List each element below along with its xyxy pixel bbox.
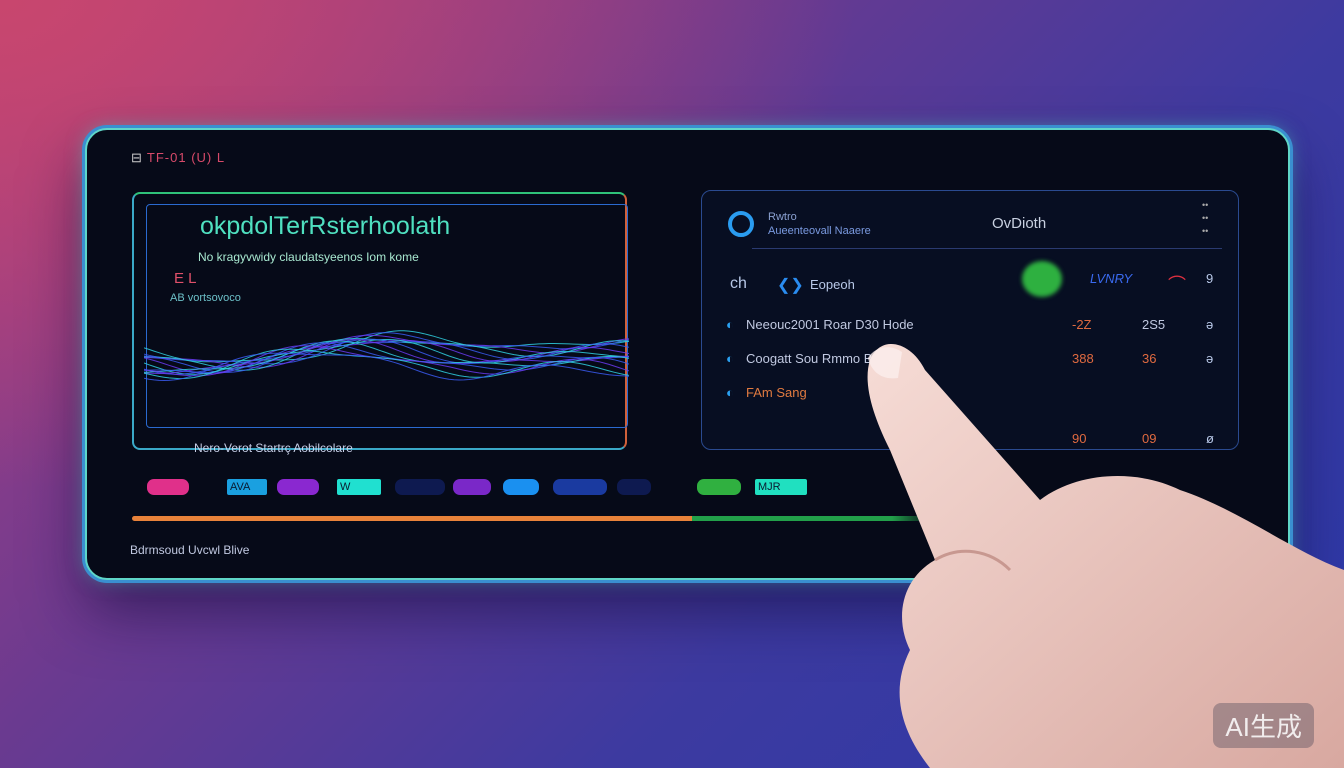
row-icon: ◐ bbox=[726, 351, 734, 366]
green-orb-icon bbox=[1022, 261, 1062, 297]
filter-chip[interactable]: AVA bbox=[227, 479, 267, 495]
waveform-visual bbox=[144, 330, 629, 382]
menu-dots-icon[interactable]: •• •• •• bbox=[1202, 200, 1209, 236]
watermark: AI生成 bbox=[1213, 703, 1314, 748]
divider bbox=[752, 248, 1222, 249]
row-icon: ◐ bbox=[726, 385, 734, 400]
chip-label: AVA bbox=[230, 481, 251, 493]
panel-subtitle: No kragyvwidy claudatsyeenos Iom kome bbox=[198, 250, 419, 264]
row-end: 9 bbox=[1206, 271, 1214, 286]
app-logo-icon: ⊟ bbox=[131, 150, 143, 165]
data-list-panel: Rwtro Aueenteovall Naaere OvDioth •• •• ••… bbox=[701, 190, 1239, 450]
progress-bar[interactable] bbox=[132, 516, 932, 521]
row-action-icon[interactable]: ø bbox=[1206, 431, 1214, 446]
row-value: 36 bbox=[1142, 351, 1157, 366]
row-label: ch bbox=[730, 275, 747, 292]
header-title: Rwtro bbox=[768, 211, 797, 223]
row-name[interactable]: Eopeoh bbox=[810, 277, 855, 292]
gauge-icon: ⌒ bbox=[1168, 275, 1186, 295]
wave-line bbox=[144, 339, 629, 375]
panel-title: okpdolTerRsterhoolath bbox=[200, 212, 451, 240]
hand-image bbox=[867, 343, 1344, 768]
row-value: -2Z bbox=[1072, 317, 1092, 332]
wave-line bbox=[144, 352, 629, 382]
table-row[interactable]: ◐ Coogatt Sou Rmmo B oxto 388 36 ə bbox=[702, 349, 1238, 373]
filter-chip[interactable] bbox=[147, 479, 189, 495]
filter-chip[interactable] bbox=[617, 479, 651, 495]
device-screen: ⊟ TF-01 (U) L okpdolTerRsterhoolath No kr… bbox=[85, 128, 1290, 580]
row-value: 388 bbox=[1072, 351, 1094, 366]
filter-chip[interactable] bbox=[395, 479, 445, 495]
row-action-icon[interactable]: ə bbox=[1206, 351, 1214, 366]
user-icon bbox=[728, 211, 754, 237]
brand-text: TF-01 (U) L bbox=[146, 150, 226, 165]
filter-chip[interactable] bbox=[697, 479, 741, 495]
header-subtitle: Aueenteovall Naaere bbox=[768, 225, 871, 237]
row-label: Neeouc2001 Roar D30 Hode bbox=[746, 317, 914, 332]
row-label: FAm Sang bbox=[746, 385, 807, 400]
filter-chip[interactable] bbox=[277, 479, 319, 495]
table-row[interactable]: ◐ FAm Sang bbox=[702, 383, 1238, 407]
chip-label: W bbox=[340, 481, 351, 493]
wave-line bbox=[144, 332, 629, 365]
badge: LVNRY bbox=[1090, 271, 1133, 286]
filter-chip[interactable]: MJR bbox=[755, 479, 807, 495]
waveform-frame bbox=[146, 204, 628, 428]
header-center: OvDioth bbox=[992, 215, 1047, 232]
row-value: 09 bbox=[1142, 431, 1157, 446]
filter-chip[interactable] bbox=[453, 479, 491, 495]
table-row[interactable]: 90 09 ø bbox=[702, 429, 1238, 453]
brand-header: ⊟ TF-01 (U) L bbox=[131, 150, 225, 166]
footer-text: Bdrmsoud Uvcwl Blive bbox=[130, 543, 250, 557]
table-row[interactable]: ◐ Neeouc2001 Roar D30 Hode -2Z 2S5 ə bbox=[702, 315, 1238, 339]
filter-chip[interactable] bbox=[503, 479, 539, 495]
filter-chip[interactable]: W bbox=[337, 479, 381, 495]
small-label: AB vortsovoco bbox=[170, 292, 241, 304]
row-action-icon[interactable]: ə bbox=[1206, 317, 1214, 332]
chip-label: MJR bbox=[758, 481, 781, 493]
row-label: Coogatt Sou Rmmo B oxto bbox=[746, 351, 901, 366]
wave-line bbox=[144, 348, 629, 380]
row-icon: ◐ bbox=[726, 317, 734, 332]
red-label: E L bbox=[174, 270, 197, 287]
panel-caption: Nero-Verot Startrç Aobilcolare bbox=[194, 441, 353, 455]
row-value: 90 bbox=[1072, 431, 1087, 446]
filter-chip[interactable] bbox=[553, 479, 607, 495]
row-value: 2S5 bbox=[1142, 317, 1166, 332]
sync-icon: ❮❯ bbox=[777, 277, 804, 294]
waveform-panel[interactable]: okpdolTerRsterhoolath No kragyvwidy clau… bbox=[132, 192, 629, 450]
